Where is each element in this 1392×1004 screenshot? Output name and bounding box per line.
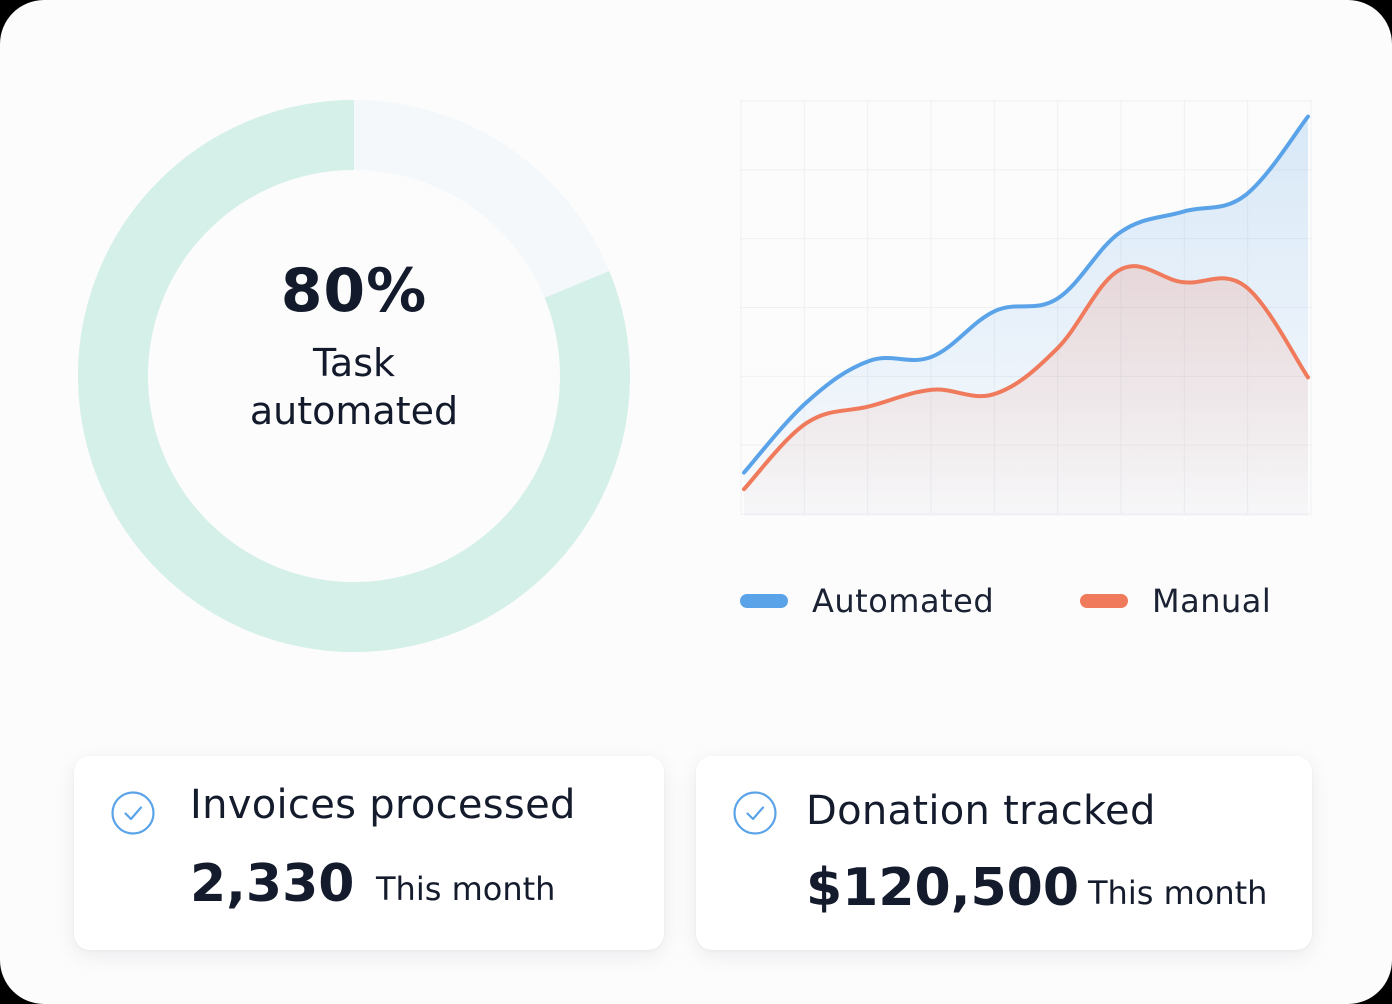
legend-label-automated: Automated [812, 582, 995, 620]
stat-card-donations: Donation tracked $120,500 This month [696, 756, 1312, 950]
donut-percent: 80% [280, 256, 428, 326]
legend-item-manual: Manual [1080, 580, 1271, 622]
chart-areas [744, 116, 1308, 516]
legend-label-manual: Manual [1152, 582, 1272, 620]
donut-ring [78, 100, 630, 652]
donut-center: 80% Task automated [78, 100, 630, 652]
automation-trend-chart [740, 100, 1312, 516]
stat-period-invoices: This month [376, 870, 556, 908]
chart-lines [742, 114, 1310, 492]
check-circle-icon [733, 791, 777, 835]
series-area-manual [744, 266, 1308, 516]
series-line-manual [742, 264, 1310, 492]
check-circle-icon [111, 791, 155, 835]
stat-title-invoices: Invoices processed [190, 782, 576, 828]
automated-line-swatch-icon [740, 594, 788, 608]
legend-item-automated: Automated [740, 580, 994, 622]
stat-value-donations: $120,500 [806, 858, 1080, 918]
manual-line-swatch-icon [1080, 594, 1128, 608]
task-automation-donut: 80% Task automated [78, 100, 630, 652]
stat-card-invoices: Invoices processed 2,330 This month [74, 756, 664, 950]
chart-canvas [740, 100, 1312, 516]
series-line-automated [742, 114, 1310, 475]
stat-value-invoices: 2,330 [190, 854, 355, 914]
donut-caption: Task automated [249, 341, 459, 433]
stat-title-donations: Donation tracked [806, 788, 1156, 834]
donut-filled-segment [78, 100, 630, 652]
stat-period-donations: This month [1088, 874, 1268, 912]
